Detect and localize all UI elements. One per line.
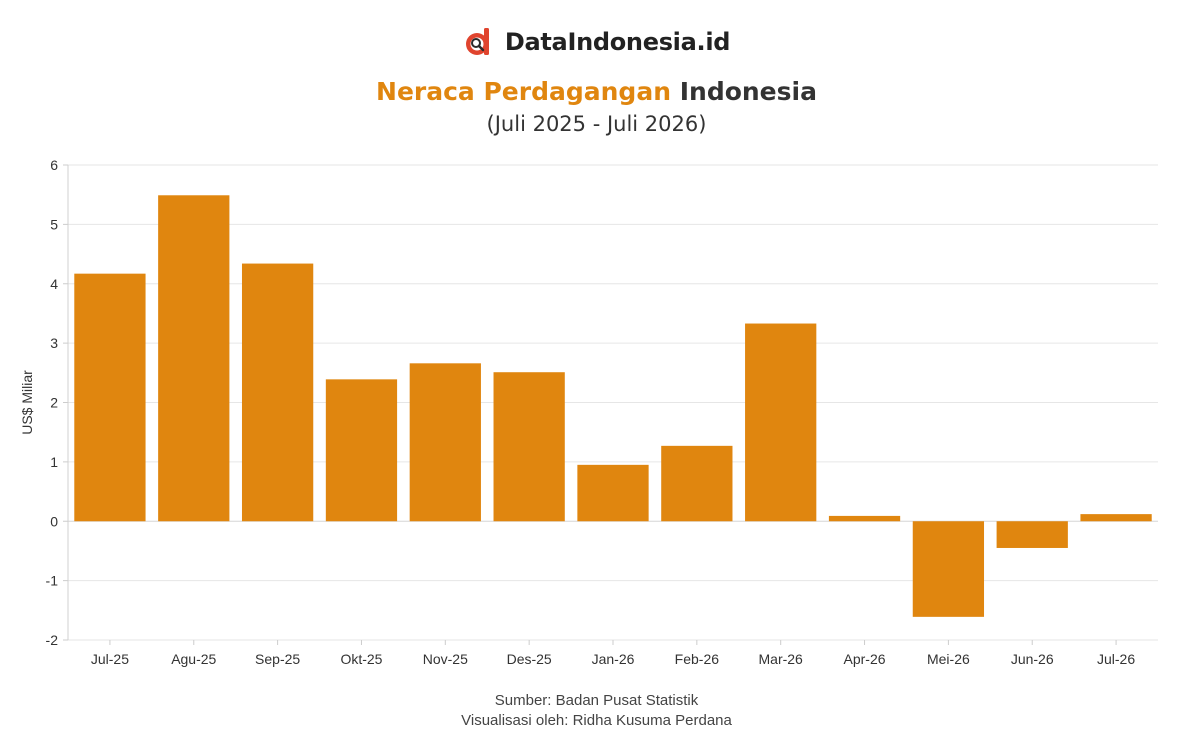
chart-subtitle: (Juli 2025 - Juli 2026) <box>486 112 707 136</box>
bar-jan-26 <box>577 464 649 522</box>
y-tick-label: 1 <box>50 454 58 470</box>
y-tick-label: 3 <box>50 335 58 351</box>
chart-title-highlight: Neraca Perdagangan <box>376 77 671 106</box>
x-tick-label: Okt-25 <box>340 651 382 667</box>
dataindonesia-logo-icon <box>465 28 489 55</box>
bar-nov-25 <box>409 363 481 522</box>
x-tick-label: Nov-25 <box>423 651 468 667</box>
y-tick-label: 0 <box>50 513 58 529</box>
x-tick-label: Jul-25 <box>91 651 129 667</box>
x-tick-label: Des-25 <box>507 651 552 667</box>
x-tick-label: Mar-26 <box>759 651 804 667</box>
y-tick-label: 2 <box>50 395 58 411</box>
x-tick-label: Feb-26 <box>675 651 720 667</box>
bar-sep-25 <box>241 263 314 522</box>
credit-note: Visualisasi oleh: Ridha Kusuma Perdana <box>461 712 732 729</box>
y-tick-label: 4 <box>50 276 58 292</box>
brand-header: DataIndonesia.id <box>0 26 1193 58</box>
y-axis-title: US$ Miliar <box>19 370 35 435</box>
brand-name: DataIndonesia.id <box>504 28 731 56</box>
chart-title-rest: Indonesia <box>679 77 817 106</box>
source-note: Sumber: Badan Pusat Statistik <box>494 692 699 709</box>
bar-agu-25 <box>158 195 230 522</box>
x-tick-label: Jan-26 <box>592 651 635 667</box>
bar-okt-25 <box>325 379 398 522</box>
chart-title: Neraca Perdagangan Indonesia <box>0 77 1193 106</box>
bar-mei-26 <box>912 521 985 617</box>
x-tick-label: Apr-26 <box>844 651 886 667</box>
bar-des-25 <box>493 372 565 522</box>
y-tick-label: -2 <box>46 632 59 648</box>
y-tick-label: -1 <box>46 573 59 589</box>
y-tick-label: 6 <box>50 157 58 173</box>
x-tick-label: Agu-25 <box>171 651 216 667</box>
bar-apr-26 <box>828 515 901 522</box>
bar-jun-26 <box>996 521 1068 548</box>
y-tick-label: 5 <box>50 216 58 232</box>
x-tick-label: Sep-25 <box>255 651 300 667</box>
x-tick-label: Mei-26 <box>927 651 970 667</box>
bar-mar-26 <box>745 323 817 522</box>
bar-jul-26 <box>1080 514 1152 522</box>
bar-jul-25 <box>74 273 146 522</box>
x-tick-label: Jun-26 <box>1011 651 1054 667</box>
bar-chart: -2 -1 0 1 2 3 4 5 6 Jul-25 Agu-25 Sep-25 Okt-25 Nov-2… <box>19 157 1158 667</box>
x-tick-label: Jul-26 <box>1097 651 1135 667</box>
bar-feb-26 <box>661 445 733 522</box>
